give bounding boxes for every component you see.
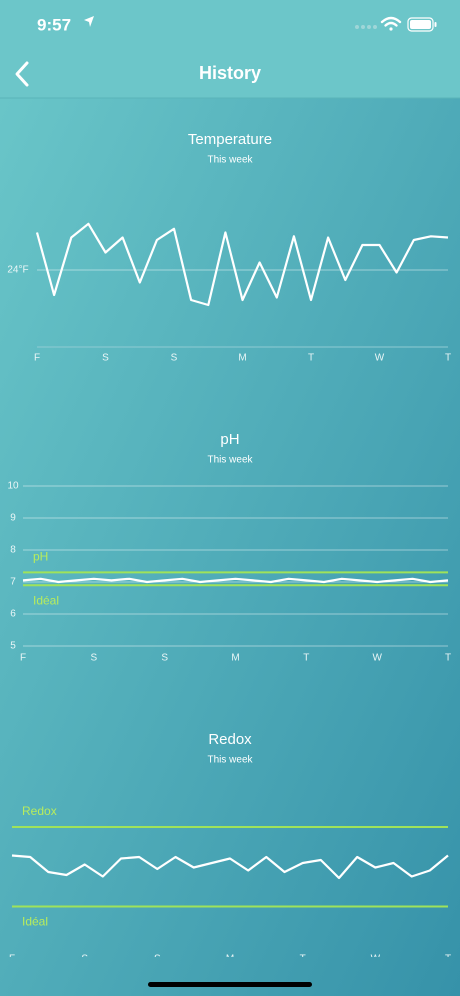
x-tick-label: T bbox=[445, 353, 451, 364]
y-tick-label: 24°F bbox=[7, 265, 28, 276]
chart-subtitle: This week bbox=[207, 755, 253, 766]
chart-title: Temperature bbox=[188, 131, 272, 148]
threshold-label: pH bbox=[33, 550, 48, 564]
charts: Temperature This week 24°F F S S M T W TpH This we… bbox=[7, 131, 451, 965]
x-tick-label: F bbox=[20, 653, 26, 664]
chart-subtitle: This week bbox=[207, 455, 253, 466]
screen-title: History bbox=[199, 63, 261, 83]
chart: Temperature This week 24°F F S S M T W T bbox=[7, 131, 451, 364]
x-tick-label: S bbox=[154, 954, 161, 965]
y-tick-label: 5 bbox=[10, 641, 16, 652]
y-tick-label: 6 bbox=[10, 609, 16, 620]
y-tick-label: 7 bbox=[10, 577, 16, 588]
x-tick-label: T bbox=[300, 954, 306, 965]
y-tick-label: 8 bbox=[10, 545, 16, 556]
y-tick-label: 10 bbox=[7, 481, 19, 492]
data-line bbox=[35, 222, 449, 307]
back-button[interactable] bbox=[15, 61, 29, 87]
signal-icon bbox=[355, 25, 377, 29]
chart: Redox This week F S S M T W T Redox Idéal bbox=[9, 731, 451, 965]
data-line bbox=[11, 854, 449, 880]
x-tick-label: W bbox=[372, 653, 382, 664]
x-tick-label: S bbox=[102, 353, 109, 364]
x-tick-label: F bbox=[9, 954, 15, 965]
x-tick-label: T bbox=[445, 653, 451, 664]
x-tick-label: T bbox=[445, 954, 451, 965]
x-tick-label: M bbox=[226, 954, 234, 965]
threshold-label: Redox bbox=[22, 804, 57, 818]
x-tick-label: M bbox=[231, 653, 239, 664]
header-bar bbox=[0, 0, 460, 98]
data-line bbox=[22, 577, 449, 584]
home-indicator bbox=[148, 982, 312, 987]
x-tick-label: W bbox=[375, 353, 385, 364]
battery-icon bbox=[407, 17, 437, 32]
chart-title: Redox bbox=[208, 731, 252, 748]
y-tick-label: 9 bbox=[10, 513, 16, 524]
x-tick-label: S bbox=[81, 954, 88, 965]
chart-title: pH bbox=[220, 431, 239, 448]
threshold-label: Idéal bbox=[33, 593, 59, 607]
chart-subtitle: This week bbox=[207, 155, 253, 166]
location-icon bbox=[84, 16, 94, 27]
x-tick-label: T bbox=[303, 653, 309, 664]
wifi-icon bbox=[380, 16, 402, 31]
status-time: 9:57 bbox=[37, 15, 71, 34]
x-tick-label: F bbox=[34, 353, 40, 364]
chart: pH This week 5 6 7 8 9 10 F S S M T W TpH Idéal bbox=[7, 431, 451, 664]
x-tick-label: W bbox=[371, 954, 381, 965]
x-tick-label: S bbox=[161, 653, 168, 664]
threshold-label: Idéal bbox=[22, 915, 48, 929]
x-tick-label: T bbox=[308, 353, 314, 364]
x-tick-label: S bbox=[90, 653, 97, 664]
x-tick-label: M bbox=[238, 353, 246, 364]
x-tick-label: S bbox=[171, 353, 178, 364]
